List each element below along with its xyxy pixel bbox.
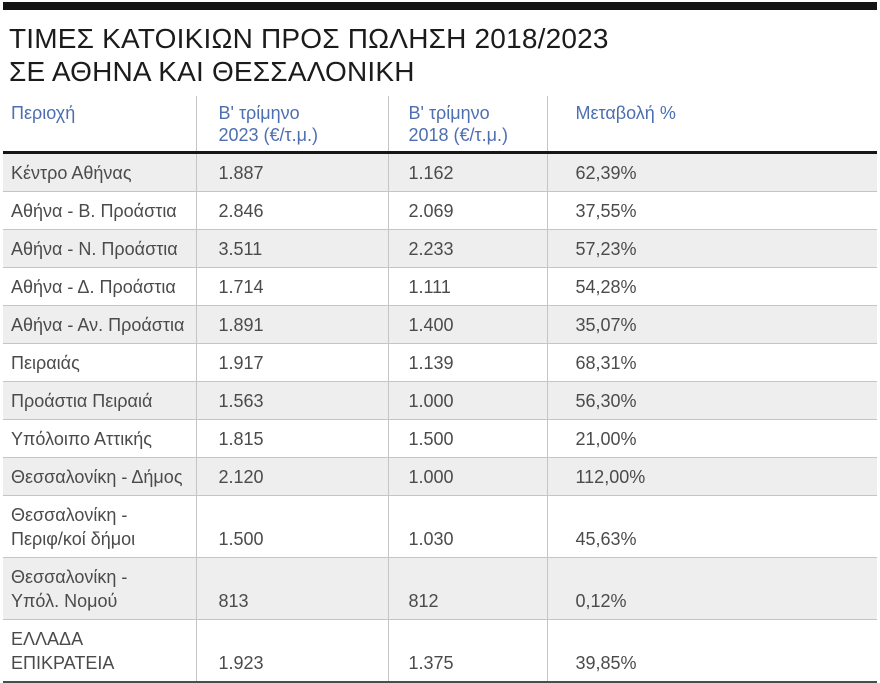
change-cell: 68,31%	[546, 343, 877, 382]
change-cell: 45,63%	[546, 495, 877, 558]
change-cell: 112,00%	[546, 457, 877, 496]
region-cell: Υπόλοιπο Αττικής	[3, 419, 196, 458]
price-2018-cell: 1.000	[387, 457, 547, 496]
page-title: ΤΙΜΕΣ ΚΑΤΟΙΚΙΩΝ ΠΡΟΣ ΠΩΛΗΣΗ 2018/2023 ΣΕ…	[9, 22, 877, 88]
table-body: Κέντρο Αθήνας 1.887 1.162 62,39% Αθήνα -…	[3, 152, 877, 683]
prices-table: Περιοχή Β' τρίμηνο 2023 (€/τ.μ.) Β' τρίμ…	[3, 96, 877, 683]
price-2023-cell: 3.511	[195, 229, 388, 268]
price-2018-cell: 1.000	[387, 381, 547, 420]
page-title-line-1: ΤΙΜΕΣ ΚΑΤΟΙΚΙΩΝ ΠΡΟΣ ΠΩΛΗΣΗ 2018/2023	[9, 23, 609, 54]
change-cell: 35,07%	[546, 305, 877, 344]
table-row: ΕΛΛΑΔΑ ΕΠΙΚΡΑΤΕΙΑ 1.923 1.375 39,85%	[3, 619, 877, 683]
table-row: Θεσσαλονίκη - Περιφ/κοί δήμοι 1.500 1.03…	[3, 495, 877, 558]
column-header-change-label: Μεταβολή %	[575, 103, 676, 123]
table-row: Θεσσαλονίκη - Δήμος 2.120 1.000 112,00%	[3, 457, 877, 496]
price-2018-cell: 1.139	[387, 343, 547, 382]
region-cell: Κέντρο Αθήνας	[11, 163, 132, 183]
column-header-region-label: Περιοχή	[11, 103, 76, 123]
price-2018-cell: 1.111	[387, 267, 547, 306]
header-row: Περιοχή Β' τρίμηνο 2023 (€/τ.μ.) Β' τρίμ…	[3, 96, 877, 154]
column-header-q2-2023-line1: Β' τρίμηνο	[218, 103, 300, 123]
column-header-q2-2018: Β' τρίμηνο 2018 (€/τ.μ.)	[387, 96, 547, 154]
price-2023-cell: 1.500	[195, 495, 388, 558]
table-row: Προάστια Πειραιά 1.563 1.000 56,30%	[3, 381, 877, 420]
region-cell: Αθήνα - Αν. Προάστια	[3, 305, 196, 344]
region-cell: Αθήνα - Β. Προάστια	[3, 191, 196, 230]
change-cell: 62,39%	[546, 152, 877, 192]
table-row: Θεσσαλονίκη - Υπόλ. Νομού 813 812 0,12%	[3, 557, 877, 620]
change-cell: 57,23%	[546, 229, 877, 268]
price-2018-cell: 2.069	[387, 191, 547, 230]
price-2023-cell: 1.714	[195, 267, 388, 306]
region-cell: Θεσσαλονίκη - Δήμος	[3, 457, 196, 496]
price-2018-cell: 1.500	[387, 419, 547, 458]
price-2023-cell: 1.923	[195, 619, 388, 683]
table-row: Αθήνα - Δ. Προάστια 1.714 1.111 54,28%	[3, 267, 877, 306]
region-cell: Πειραιάς	[3, 343, 196, 382]
column-header-q2-2018-line2: 2018 (€/τ.μ.)	[408, 125, 509, 145]
change-cell: 54,28%	[546, 267, 877, 306]
change-cell: 37,55%	[546, 191, 877, 230]
page-title-line-2: ΣΕ ΑΘΗΝΑ ΚΑΙ ΘΕΣΣΑΛΟΝΙΚΗ	[9, 56, 415, 87]
column-header-q2-2023: Β' τρίμηνο 2023 (€/τ.μ.)	[195, 96, 388, 154]
price-2018-cell: 812	[387, 557, 547, 620]
price-2018-cell: 2.233	[387, 229, 547, 268]
price-2023-cell: 813	[195, 557, 388, 620]
table-row: Κέντρο Αθήνας 1.887 1.162 62,39%	[3, 152, 877, 192]
column-header-q2-2023-line2: 2023 (€/τ.μ.)	[218, 125, 319, 145]
change-cell: 21,00%	[546, 419, 877, 458]
price-2023-cell: 1.563	[195, 381, 388, 420]
top-accent-bar	[3, 2, 877, 10]
table-row: Πειραιάς 1.917 1.139 68,31%	[3, 343, 877, 382]
region-cell: ΕΛΛΑΔΑ ΕΠΙΚΡΑΤΕΙΑ	[3, 619, 196, 683]
price-2018-cell: 1.030	[387, 495, 547, 558]
column-header-change: Μεταβολή %	[546, 96, 877, 154]
table-row: Αθήνα - Ν. Προάστια 3.511 2.233 57,23%	[3, 229, 877, 268]
price-2023-cell: 2.846	[195, 191, 388, 230]
table-row: Αθήνα - Β. Προάστια 2.846 2.069 37,55%	[3, 191, 877, 230]
price-2023-cell: 1.815	[195, 419, 388, 458]
change-cell: 39,85%	[546, 619, 877, 683]
price-2018-cell: 1.375	[387, 619, 547, 683]
price-2023-cell: 1.917	[195, 343, 388, 382]
column-header-region: Περιοχή	[3, 96, 196, 154]
price-2023-cell: 2.120	[195, 457, 388, 496]
region-cell: Προάστια Πειραιά	[3, 381, 196, 420]
price-2018-cell: 1.400	[387, 305, 547, 344]
region-cell: Αθήνα - Ν. Προάστια	[3, 229, 196, 268]
price-2023-cell: 1.887	[195, 152, 388, 192]
table-row: Αθήνα - Αν. Προάστια 1.891 1.400 35,07%	[3, 305, 877, 344]
region-cell: Αθήνα - Δ. Προάστια	[3, 267, 196, 306]
region-cell: Θεσσαλονίκη - Υπόλ. Νομού	[3, 557, 196, 620]
region-cell: Θεσσαλονίκη - Περιφ/κοί δήμοι	[3, 495, 196, 558]
change-cell: 0,12%	[546, 557, 877, 620]
price-2023-cell: 1.891	[195, 305, 388, 344]
table-row: Υπόλοιπο Αττικής 1.815 1.500 21,00%	[3, 419, 877, 458]
price-2018-cell: 1.162	[387, 152, 547, 192]
change-cell: 56,30%	[546, 381, 877, 420]
column-header-q2-2018-line1: Β' τρίμηνο	[408, 103, 490, 123]
